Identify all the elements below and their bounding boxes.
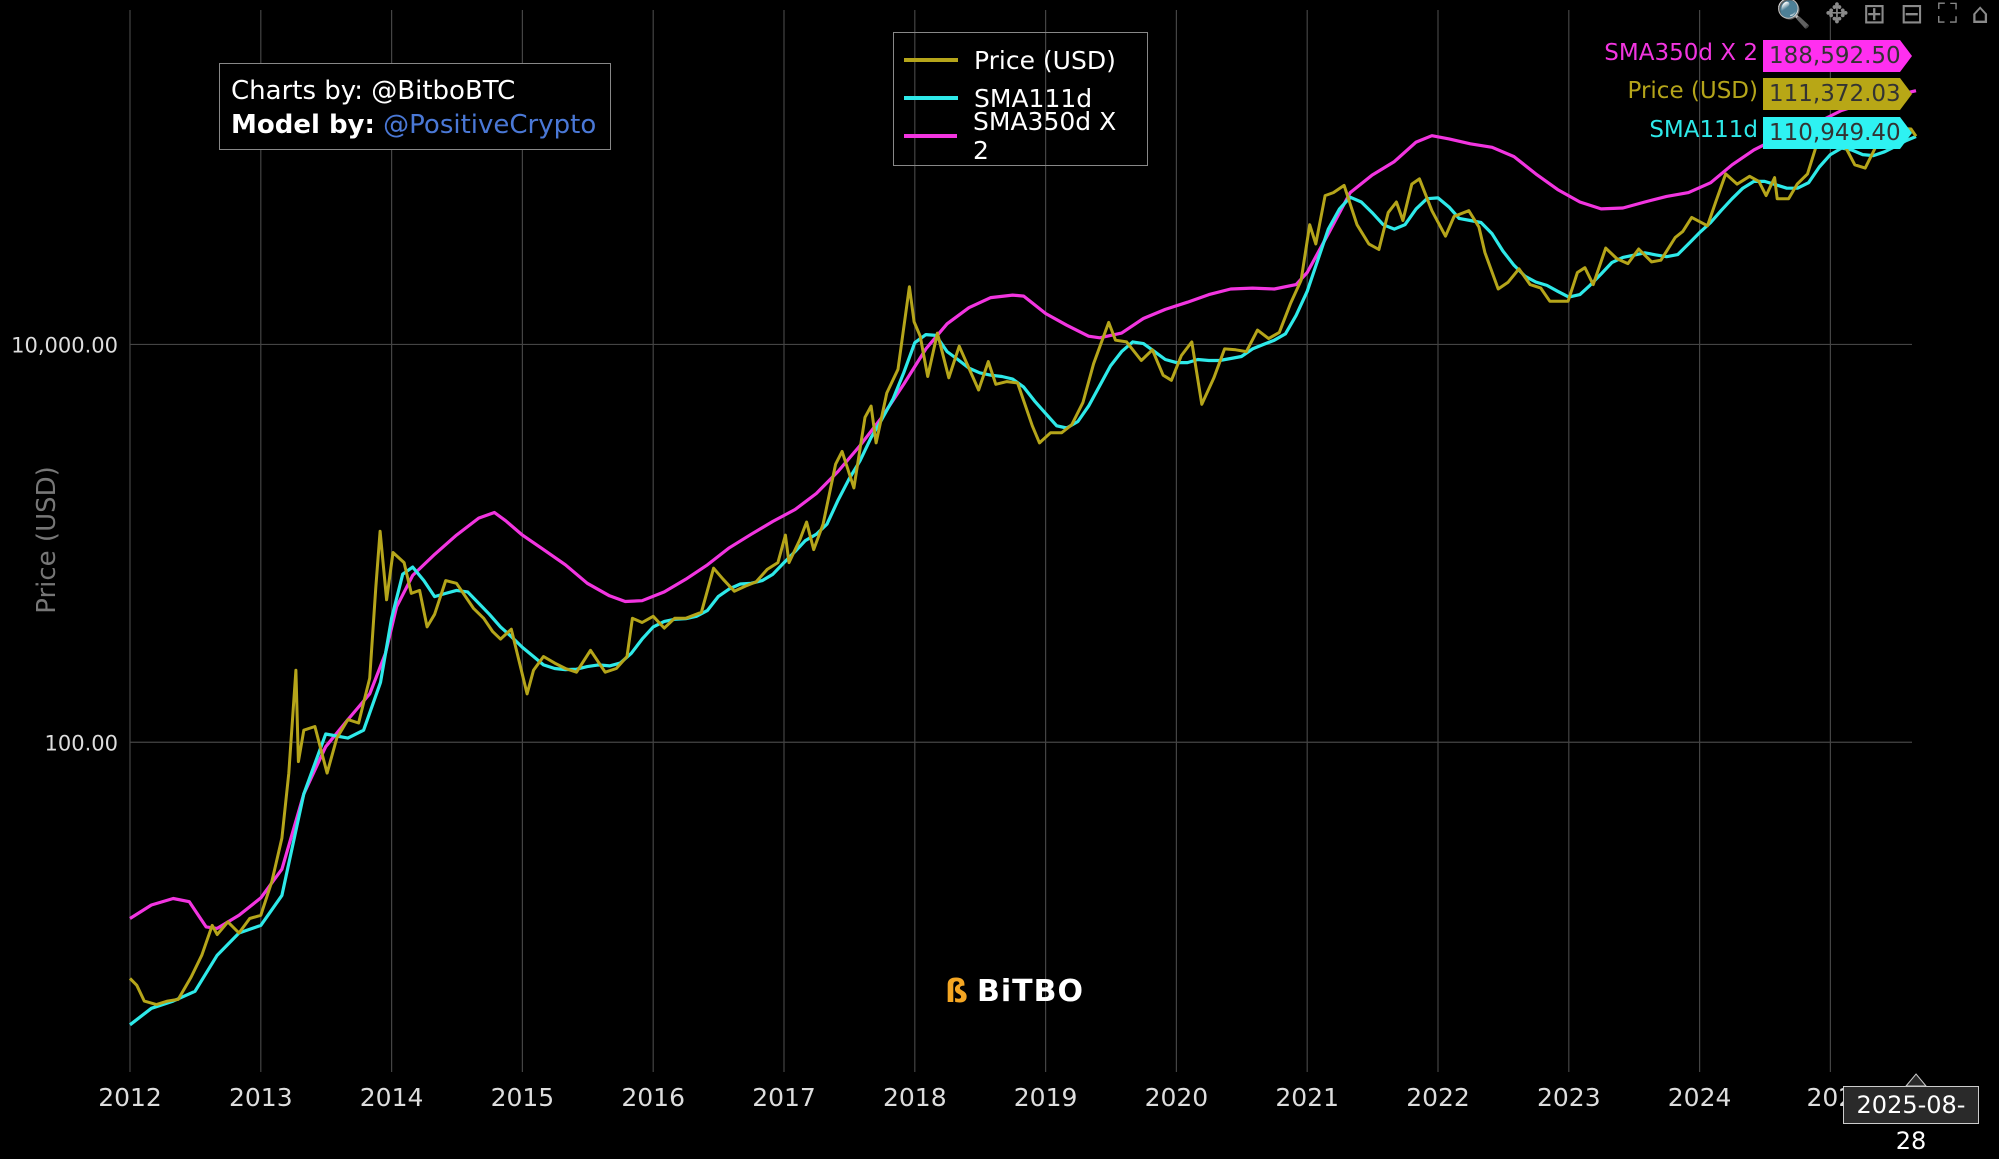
legend-swatch-sma350 bbox=[904, 134, 957, 138]
zoom-icon[interactable]: 🔍 bbox=[1776, 0, 1812, 30]
hover-value-sma111: 110,949.40 bbox=[1763, 117, 1901, 149]
zoom-out-icon[interactable]: ⊟ bbox=[1900, 0, 1924, 30]
x-tick-label: 2014 bbox=[360, 1083, 424, 1112]
price-line[interactable] bbox=[128, 126, 1918, 1007]
credits-model-link[interactable]: @PositiveCrypto bbox=[383, 110, 597, 140]
credits-box: Charts by: @BitboBTC Model by: @Positive… bbox=[219, 63, 611, 150]
credits-model-label: Model by: bbox=[231, 110, 375, 140]
bitbo-watermark: ß BiTBO bbox=[945, 972, 1084, 1010]
legend-item-sma111[interactable]: SMA111d bbox=[904, 79, 1137, 117]
gridlines bbox=[129, 10, 1912, 1072]
pan-icon[interactable]: ✥ bbox=[1825, 0, 1849, 30]
credits-charts-by: Charts by: @BitboBTC bbox=[231, 76, 516, 106]
hover-date-caret bbox=[1904, 1073, 1928, 1087]
modebar: 🔍 ✥ ⊞ ⊟ ⛶ ⌂ bbox=[1766, 0, 1999, 30]
x-tick-label: 2015 bbox=[491, 1083, 555, 1112]
hover-label-sma111: SMA111d bbox=[1649, 117, 1758, 143]
x-tick-label: 2024 bbox=[1668, 1083, 1732, 1112]
legend-item-sma350[interactable]: SMA350d X 2 bbox=[904, 107, 1137, 165]
x-tick-label: 2012 bbox=[98, 1083, 162, 1112]
legend-swatch-price bbox=[904, 58, 958, 62]
zoom-in-icon[interactable]: ⊞ bbox=[1862, 0, 1887, 30]
legend-label-sma111: SMA111d bbox=[974, 83, 1093, 113]
series-lines bbox=[128, 89, 1918, 1027]
y-tick-label: 10,000.00 bbox=[11, 333, 118, 357]
hover-value-sma350: 188,592.50 bbox=[1763, 40, 1901, 72]
hover-pointer-sma350 bbox=[1900, 40, 1912, 72]
sma111-line[interactable] bbox=[129, 135, 1917, 1027]
y-axis-title: Price (USD) bbox=[32, 466, 62, 614]
hover-value-price: 111,372.03 bbox=[1763, 78, 1901, 110]
x-tick-label: 2016 bbox=[621, 1083, 685, 1112]
hover-pointer-price bbox=[1900, 78, 1912, 110]
x-tick-label: 2018 bbox=[883, 1083, 947, 1112]
hover-label-price: Price (USD) bbox=[1627, 78, 1758, 104]
bitbo-watermark-text: BiTBO bbox=[977, 973, 1084, 1009]
x-tick-label: 2022 bbox=[1406, 1083, 1470, 1112]
legend-label-sma350: SMA350d X 2 bbox=[973, 107, 1117, 165]
autoscale-icon[interactable]: ⛶ bbox=[1937, 0, 1958, 30]
hover-pointer-sma111 bbox=[1900, 117, 1912, 149]
x-tick-label: 2023 bbox=[1537, 1083, 1601, 1112]
bitbo-logo-icon: ß bbox=[945, 972, 970, 1010]
legend-item-price[interactable]: Price (USD) bbox=[904, 41, 1137, 79]
legend-label-price: Price (USD) bbox=[974, 45, 1116, 75]
x-tick-label: 2013 bbox=[229, 1083, 293, 1112]
x-tick-label: 2021 bbox=[1275, 1083, 1339, 1112]
sma350x2-line[interactable] bbox=[129, 89, 1917, 931]
y-tick-label: 100.00 bbox=[45, 731, 118, 755]
x-tick-label: 2020 bbox=[1145, 1083, 1209, 1112]
x-tick-label: 2019 bbox=[1014, 1083, 1078, 1112]
reset-axes-icon[interactable]: ⌂ bbox=[1971, 0, 1989, 30]
credits-model-by: Model by: @PositiveCrypto bbox=[231, 108, 599, 142]
legend-swatch-sma111 bbox=[904, 96, 958, 100]
hover-label-sma350: SMA350d X 2 bbox=[1604, 40, 1758, 66]
hover-date-tag: 2025-08-28 bbox=[1843, 1086, 1979, 1155]
legend: Price (USD) SMA111d SMA350d X 2 bbox=[893, 32, 1148, 166]
x-tick-label: 2017 bbox=[752, 1083, 816, 1112]
